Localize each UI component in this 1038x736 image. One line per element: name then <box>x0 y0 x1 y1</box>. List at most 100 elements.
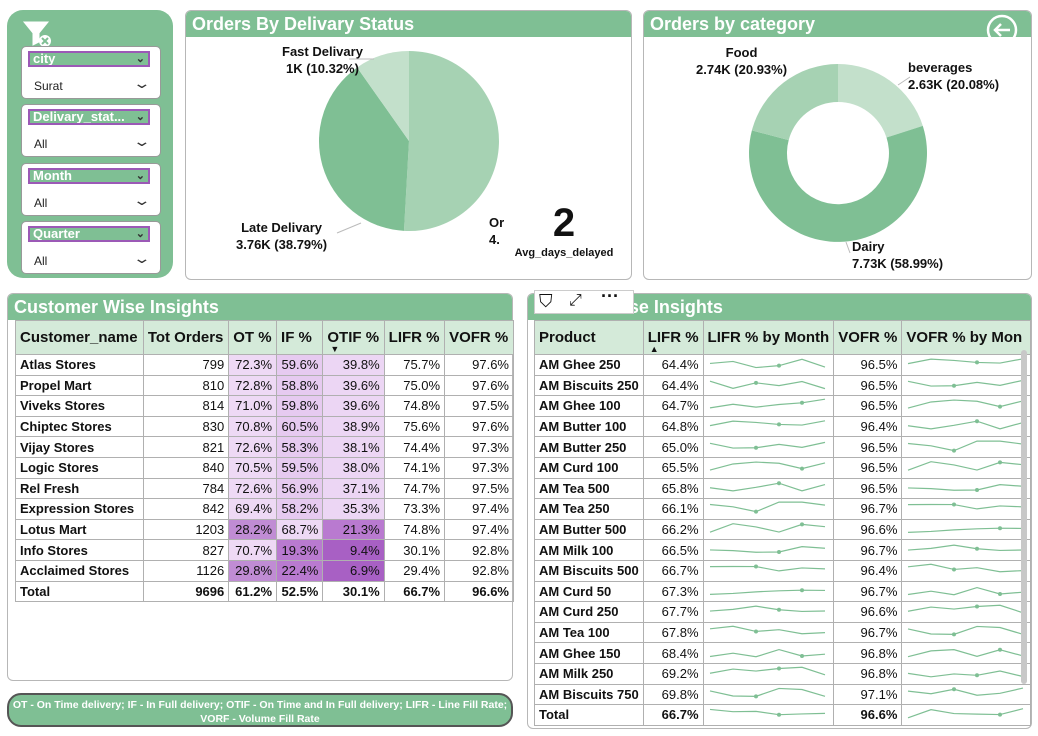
table-cell: 96.6% <box>833 601 903 623</box>
table-cell: 73.3% <box>383 498 446 520</box>
table-row[interactable]: AM Butter 500 66.2% 96.6% <box>534 518 1032 541</box>
category-card: Orders by category Food 2.74K (20.93%) be… <box>643 10 1032 280</box>
col-header-lifr[interactable]: LIFR % <box>383 320 446 355</box>
table-cell: 71.0% <box>228 395 278 417</box>
filter-icon[interactable]: ⛉ <box>539 291 553 311</box>
sparkline-cell <box>901 354 1032 376</box>
chevron-down-icon[interactable]: ⌄ <box>135 53 145 65</box>
table-row[interactable]: AM Biscuits 250 64.4% 96.5% <box>534 374 1032 397</box>
table-row[interactable]: Atlas Stores 799 72.3% 59.6% 39.8% 75.7% 97.6% <box>15 354 514 376</box>
beverages-label: beverages 2.63K (20.08%) <box>908 60 1000 92</box>
table-row[interactable]: AM Butter 250 65.0% 96.5% <box>534 436 1032 458</box>
col-header-otif[interactable]: OTIF % ▼ <box>322 320 385 355</box>
table-cell: 70.7% <box>228 539 278 561</box>
table-row[interactable]: AM Tea 250 66.1% 96.7% <box>534 498 1032 520</box>
slicer-quarter[interactable]: Quarter ⌄ All ⌄ <box>21 221 161 274</box>
table-row[interactable]: AM Tea 100 67.8% 96.7% <box>534 621 1032 644</box>
table-row[interactable]: Rel Fresh 784 72.6% 56.9% 37.1% 74.7% 97.5% <box>15 477 514 500</box>
slicer-delivery-status[interactable]: Delivary_stat... ⌄ All ⌄ <box>21 104 161 157</box>
focus-mode-icon[interactable]: ⤢ <box>569 292 582 309</box>
table-row[interactable]: AM Curd 100 65.5% 96.5% <box>534 456 1032 479</box>
table-row[interactable]: AM Ghee 100 64.7% 96.5% <box>534 395 1032 417</box>
dropdown-chevron-icon[interactable]: ⌄ <box>132 75 152 91</box>
sparkline-cell <box>702 662 835 685</box>
chevron-down-icon[interactable]: ⌄ <box>135 228 145 240</box>
table-row[interactable]: AM Biscuits 500 66.7% 96.4% <box>534 559 1032 582</box>
table-row[interactable]: Viveks Stores 814 71.0% 59.8% 39.6% 74.8% 97.5… <box>15 395 514 417</box>
table-cell: 1203 <box>142 518 230 541</box>
table-cell: 39.8% <box>322 354 385 376</box>
customer-table-header-row: Customer_name Tot Orders OT % IF % OTIF … <box>15 320 514 355</box>
table-cell: 96.6% <box>833 518 903 541</box>
avg-days-delayed-label: Avg_days_delayed <box>514 247 614 259</box>
table-row[interactable]: Vijay Stores 821 72.6% 58.3% 38.1% 74.4% 97.3% <box>15 436 514 458</box>
table-row[interactable]: Chiptec Stores 830 70.8% 60.5% 38.9% 75.6% 97.… <box>15 415 514 438</box>
table-row[interactable]: AM Ghee 150 68.4% 96.8% <box>534 642 1032 664</box>
dropdown-chevron-icon[interactable]: ⌄ <box>132 250 152 266</box>
product-name-cell: AM Ghee 100 <box>534 395 644 417</box>
table-cell: 72.8% <box>228 374 278 397</box>
table-cell: 38.1% <box>322 436 385 458</box>
col-header-ot[interactable]: OT % <box>228 320 278 355</box>
table-cell: 39.6% <box>322 395 385 417</box>
table-cell: 97.4% <box>444 518 514 541</box>
table-cell: 96.5% <box>833 395 903 417</box>
table-row[interactable]: Acclaimed Stores 1126 29.8% 22.4% 6.9% 29.4% 9… <box>15 559 514 582</box>
slicer-month[interactable]: Month ⌄ All ⌄ <box>21 163 161 216</box>
table-cell: 74.8% <box>383 395 446 417</box>
col-header-vofr[interactable]: VOFR % <box>833 320 903 355</box>
table-cell: 821 <box>142 436 230 458</box>
table-cell: 64.8% <box>642 415 704 438</box>
table-cell: 67.8% <box>642 621 704 644</box>
col-header-tot-orders[interactable]: Tot Orders <box>142 320 230 355</box>
table-cell: 96.5% <box>833 374 903 397</box>
col-header-lifr[interactable]: LIFR % ▲ <box>642 320 704 355</box>
table-row[interactable]: AM Butter 100 64.8% 96.4% <box>534 415 1032 438</box>
slicer-city-header: city ⌄ <box>28 51 150 67</box>
table-row[interactable]: Logic Stores 840 70.5% 59.5% 38.0% 74.1% 97.3% <box>15 456 514 479</box>
table-row[interactable]: AM Curd 250 67.7% 96.6% <box>534 601 1032 623</box>
table-row[interactable]: AM Curd 50 67.3% 96.7% <box>534 580 1032 603</box>
table-row[interactable]: AM Tea 500 65.8% 96.5% <box>534 477 1032 500</box>
col-header-if[interactable]: IF % <box>276 320 324 355</box>
table-row[interactable]: Propel Mart 810 72.8% 58.8% 39.6% 75.0% 97.6% <box>15 374 514 397</box>
table-cell: 39.6% <box>322 374 385 397</box>
table-cell: 35.3% <box>322 498 385 520</box>
table-row[interactable]: Lotus Mart 1203 28.2% 68.7% 21.3% 74.8% 97.4% <box>15 518 514 541</box>
table-row[interactable]: AM Milk 250 69.2% 96.8% <box>534 662 1032 685</box>
table-cell: 69.2% <box>642 662 704 685</box>
slicer-city[interactable]: city ⌄ Surat ⌄ <box>21 46 161 99</box>
dropdown-chevron-icon[interactable]: ⌄ <box>132 192 152 208</box>
back-arrow-icon[interactable] <box>985 13 1019 47</box>
slicer-month-value: All <box>34 196 48 210</box>
dropdown-chevron-icon[interactable]: ⌄ <box>132 133 152 149</box>
chevron-down-icon[interactable]: ⌄ <box>135 170 145 182</box>
sparkline <box>709 605 825 613</box>
table-cell: 56.9% <box>276 477 324 500</box>
table-cell: 69.4% <box>228 498 278 520</box>
table-row[interactable]: AM Biscuits 750 69.8% 97.1% <box>534 683 1032 706</box>
filter-icon[interactable] <box>21 16 55 50</box>
col-header-product[interactable]: Product <box>534 320 644 355</box>
table-cell: 70.8% <box>228 415 278 438</box>
slicer-month-header: Month ⌄ <box>28 168 150 184</box>
sparkline-cell <box>702 477 835 500</box>
table-row[interactable]: AM Ghee 250 64.4% 96.5% <box>534 354 1032 376</box>
customer-name-cell: Info Stores <box>15 539 144 561</box>
sparkline <box>908 625 1024 637</box>
late-delivery-label: Late Delivary 3.76K (38.79%) <box>236 220 328 252</box>
col-header-vofr-by-month[interactable]: VOFR % by Mon <box>901 320 1032 355</box>
vertical-scrollbar[interactable] <box>1021 350 1027 684</box>
sparkline <box>908 544 1024 551</box>
sparkline-cell <box>901 518 1032 541</box>
table-row[interactable]: Expression Stores 842 69.4% 58.2% 35.3% 73.3%… <box>15 498 514 520</box>
col-header-lifr-by-month[interactable]: LIFR % by Month <box>702 320 835 355</box>
col-header-customer-name[interactable]: Customer_name <box>15 320 144 355</box>
col-header-vofr[interactable]: VOFR % <box>444 320 514 355</box>
table-row[interactable]: AM Milk 100 66.5% 96.7% <box>534 539 1032 561</box>
table-row[interactable]: Info Stores 827 70.7% 19.3% 9.4% 30.1% 92.8% <box>15 539 514 561</box>
chevron-down-icon[interactable]: ⌄ <box>135 111 145 123</box>
sparkline <box>709 709 825 718</box>
category-title: Orders by category <box>644 11 1031 37</box>
more-options-icon[interactable]: ··· <box>601 286 619 306</box>
